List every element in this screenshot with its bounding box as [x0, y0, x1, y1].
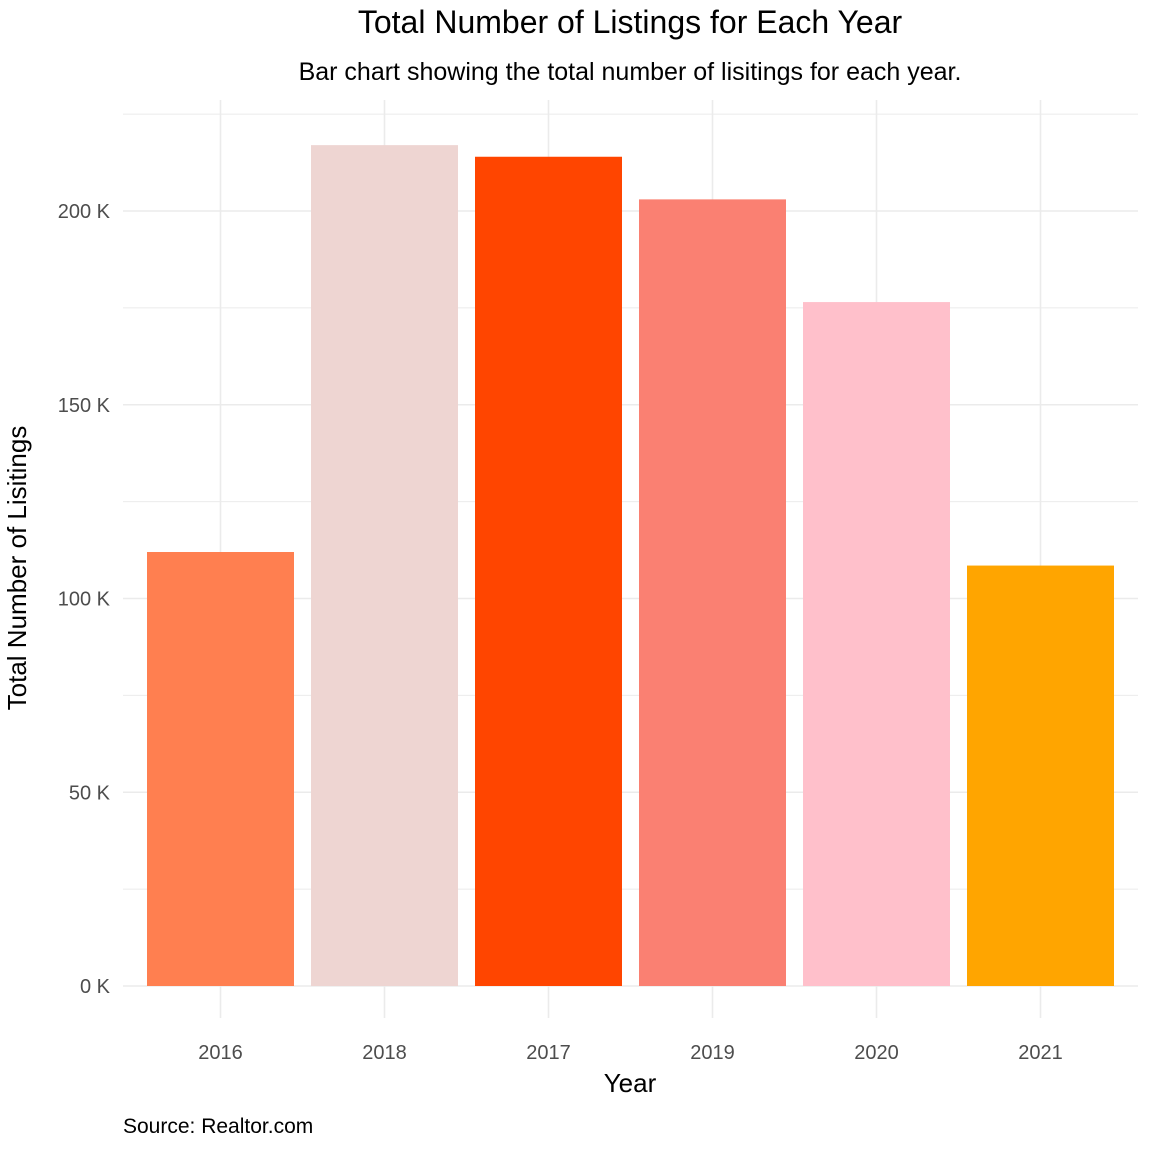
x-tick-label: 2018 — [362, 1042, 407, 1064]
bar-2020 — [803, 302, 950, 986]
y-tick-label: 200 K — [58, 201, 111, 223]
chart-subtitle: Bar chart showing the total number of li… — [299, 58, 962, 86]
x-axis-title: Year — [604, 1068, 657, 1098]
y-tick-label: 50 K — [69, 782, 111, 804]
bar-2018 — [311, 145, 458, 986]
y-tick-label: 150 K — [58, 395, 111, 417]
bar-2019 — [639, 199, 786, 986]
y-tick-label: 100 K — [58, 589, 111, 611]
bar-layer — [147, 145, 1114, 986]
chart-title: Total Number of Listings for Each Year — [358, 4, 903, 40]
chart-caption: Source: Realtor.com — [123, 1115, 313, 1138]
bar-2017 — [475, 156, 622, 986]
x-tick-label: 2019 — [690, 1042, 735, 1064]
x-tick-label: 2017 — [526, 1042, 571, 1064]
y-tick-label: 0 K — [80, 976, 111, 998]
x-tick-label: 2016 — [198, 1042, 243, 1064]
bar-2016 — [147, 552, 294, 986]
x-axis-ticks: 2016 2018 2017 2019 2020 2021 — [198, 1042, 1063, 1064]
y-axis-ticks: 0 K 50 K 100 K 150 K 200 K — [58, 201, 111, 998]
y-axis-title: Total Number of Lisitings — [2, 426, 32, 711]
x-tick-label: 2020 — [854, 1042, 899, 1064]
x-tick-label: 2021 — [1018, 1042, 1063, 1064]
bar-2021 — [967, 565, 1114, 986]
